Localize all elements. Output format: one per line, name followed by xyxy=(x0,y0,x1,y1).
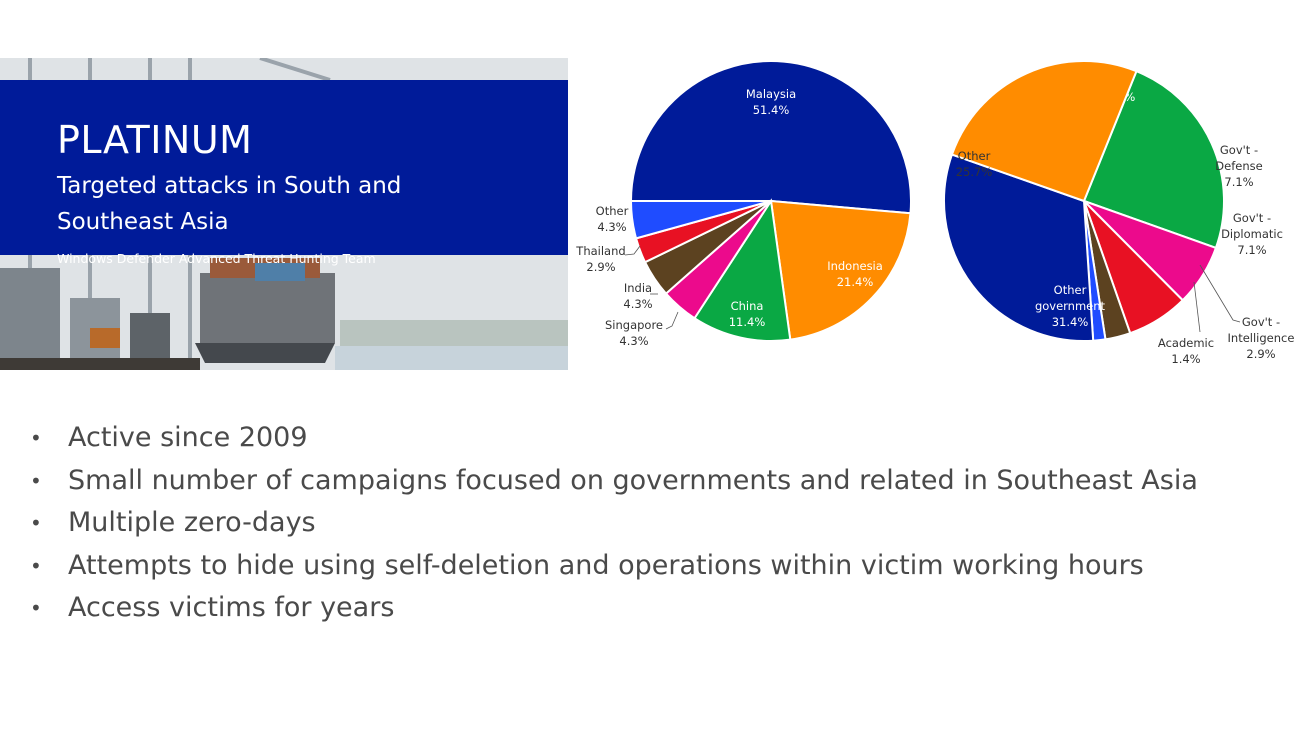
bullet-item: • Attempts to hide using self-deletion an… xyxy=(30,545,1198,588)
slice-label-china: China 11.4% xyxy=(729,299,766,329)
bullet-item: • Multiple zero-days xyxy=(30,502,1198,545)
bullet-item: • Active since 2009 xyxy=(30,417,1198,460)
bullet-dot-icon: • xyxy=(30,468,42,493)
slice-label-gov-t-intelligence: Gov't -Intelligence 2.9% xyxy=(1228,315,1295,361)
bullet-dot-icon: • xyxy=(30,511,42,536)
bullet-dot-icon: • xyxy=(30,596,42,621)
banner-title: PLATINUM xyxy=(57,118,253,162)
platinum-banner: PLATINUM Targeted attacks in South and S… xyxy=(0,58,568,370)
slice-label-other-government: Other government 31.4% xyxy=(1035,283,1106,329)
slice-label-india: India 4.3% xyxy=(623,281,652,311)
pie-slice-malaysia xyxy=(629,60,912,215)
bullet-dot-icon: • xyxy=(30,426,42,450)
bullet-text: Active since 2009 xyxy=(68,422,308,453)
pie-slice-china xyxy=(693,198,792,342)
slice-label-academic: Academic 1.4% xyxy=(1158,336,1214,366)
banner-team: Windows Defender Advanced Threat Hunting… xyxy=(57,251,376,266)
slice-label-gov-t-defense: Gov't -Defense 7.1% xyxy=(1215,143,1262,189)
leader-line-gov-t-intelligence xyxy=(1199,264,1241,323)
country-pie-chart: Malaysia 51.4% Indonesia 21.4% China 11.4% Sin… xyxy=(575,60,912,348)
leader-line-singapore xyxy=(665,311,679,330)
leader-line-academic xyxy=(1193,281,1201,333)
bullet-text: Multiple zero-days xyxy=(68,507,316,539)
pie-slice-other xyxy=(950,60,1138,203)
bullet-text: Access victims for years xyxy=(68,592,395,624)
bullet-item: • Access victims for years xyxy=(30,587,1198,630)
slice-label-malaysia: Malaysia 51.4% xyxy=(746,87,796,117)
bullet-list: • Active since 2009 • Small number of camp… xyxy=(30,417,1198,630)
pie-slice-other-government xyxy=(943,153,1095,343)
banner-subtitle: Targeted attacks in South and Southeast … xyxy=(57,173,402,235)
bullet-text: Small number of campaigns focused on gov… xyxy=(68,464,1198,496)
pie-slice-other xyxy=(629,200,772,240)
bullet-text: Attempts to hide using self-deletion and… xyxy=(68,549,1144,581)
slice-label-other: Other 4.3% xyxy=(596,204,629,234)
slice-label-gov-t-diplomatic: Gov't -Diplomatic 7.1% xyxy=(1221,211,1283,257)
banner-title-panel: PLATINUM Targeted attacks in South and S… xyxy=(0,80,568,266)
bullet-item: • Small number of campaigns focused on go… xyxy=(30,460,1198,503)
leader-line-thailand xyxy=(624,245,641,256)
slice-label-thailand: Thailand 2.9% xyxy=(575,244,625,274)
bullet-dot-icon: • xyxy=(30,553,42,578)
slice-label-indonesia: Indonesia 21.4% xyxy=(827,259,883,289)
pie-slice-indonesia xyxy=(769,199,912,341)
slice-label-other: Other 25.7% xyxy=(956,149,993,179)
slice-label-singapore: Singapore 4.3% xyxy=(605,318,663,348)
